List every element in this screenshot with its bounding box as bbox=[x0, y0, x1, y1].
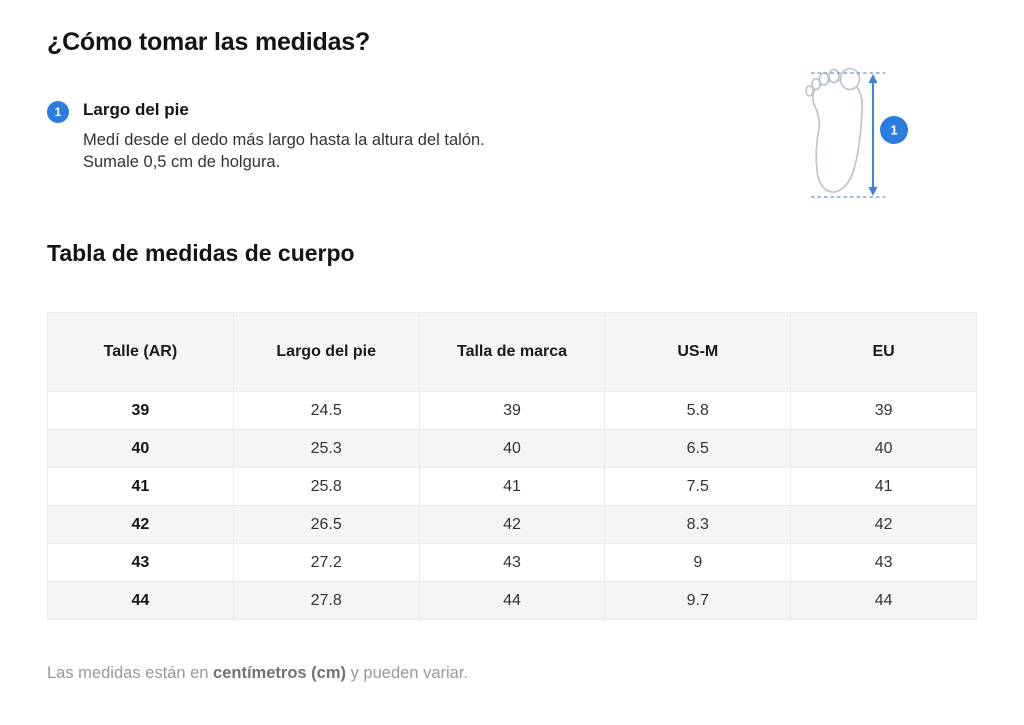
table-cell: 44 bbox=[418, 581, 606, 620]
table-cell: 42 bbox=[47, 505, 234, 544]
foot-outline bbox=[805, 67, 863, 193]
table-cell: 39 bbox=[418, 391, 606, 430]
table-row: 42 26.5 42 8.3 42 bbox=[47, 505, 977, 544]
table-cell: 40 bbox=[790, 429, 977, 468]
section-title: Tabla de medidas de cuerpo bbox=[47, 240, 355, 266]
page-title: ¿Cómo tomar las medidas? bbox=[47, 28, 371, 56]
diagram-badge-number: 1 bbox=[890, 123, 897, 138]
measure-guide-dashes bbox=[811, 72, 885, 198]
table-cell: 42 bbox=[790, 505, 977, 544]
table-cell: 27.2 bbox=[232, 543, 420, 582]
size-table-body: 39 24.5 39 5.8 39 40 25.3 40 6.5 40 41 2… bbox=[47, 391, 977, 620]
column-header-talla-de-marca: Talla de marca bbox=[418, 312, 606, 392]
table-cell: 5.8 bbox=[604, 391, 792, 430]
table-row: 40 25.3 40 6.5 40 bbox=[47, 429, 977, 468]
table-row: 41 25.8 41 7.5 41 bbox=[47, 467, 977, 506]
footnote-unit: centímetros (cm) bbox=[213, 664, 346, 682]
table-cell: 41 bbox=[418, 467, 606, 506]
step-1-badge: 1 bbox=[47, 101, 69, 123]
table-cell: 40 bbox=[47, 429, 234, 468]
table-cell: 39 bbox=[790, 391, 977, 430]
diagram-step-1-badge: 1 bbox=[880, 116, 908, 144]
table-row: 39 24.5 39 5.8 39 bbox=[47, 391, 977, 430]
table-cell: 43 bbox=[418, 543, 606, 582]
size-table-header: Talle (AR) Largo del pie Talla de marca … bbox=[47, 312, 977, 392]
instruction-foot-length: 1 Largo del pie Medí desde el dedo más l… bbox=[47, 100, 977, 173]
table-cell: 40 bbox=[418, 429, 606, 468]
table-cell: 27.8 bbox=[232, 581, 420, 620]
column-header-us-m: US-M bbox=[604, 312, 792, 392]
footnote: Las medidas están en centímetros (cm) y … bbox=[47, 664, 977, 683]
table-row: 43 27.2 43 9 43 bbox=[47, 543, 977, 582]
table-cell: 26.5 bbox=[232, 505, 420, 544]
table-cell: 25.3 bbox=[232, 429, 420, 468]
foot-measure-icon: 1 bbox=[805, 67, 908, 198]
table-cell: 44 bbox=[790, 581, 977, 620]
measure-arrow bbox=[868, 74, 878, 196]
footnote-prefix: Las medidas están en bbox=[47, 664, 209, 682]
column-header-largo-del-pie: Largo del pie bbox=[232, 312, 420, 392]
size-table: Talle (AR) Largo del pie Talla de marca … bbox=[47, 312, 977, 620]
instruction-description: Medí desde el dedo más largo hasta la al… bbox=[83, 131, 485, 171]
column-header-talle-ar: Talle (AR) bbox=[47, 312, 234, 392]
instruction-text: Largo del pie Medí desde el dedo más lar… bbox=[83, 100, 503, 173]
table-cell: 41 bbox=[790, 467, 977, 506]
table-cell: 9.7 bbox=[604, 581, 792, 620]
table-cell: 43 bbox=[47, 543, 234, 582]
column-header-eu: EU bbox=[790, 312, 977, 392]
table-cell: 39 bbox=[47, 391, 234, 430]
table-cell: 7.5 bbox=[604, 467, 792, 506]
header-row: Talle (AR) Largo del pie Talla de marca … bbox=[47, 312, 977, 392]
footnote-suffix: y pueden variar. bbox=[350, 664, 469, 682]
table-cell: 8.3 bbox=[604, 505, 792, 544]
instruction-title: Largo del pie bbox=[83, 100, 189, 119]
table-cell: 6.5 bbox=[604, 429, 792, 468]
table-cell: 43 bbox=[790, 543, 977, 582]
table-row: 44 27.8 44 9.7 44 bbox=[47, 581, 977, 620]
table-cell: 42 bbox=[418, 505, 606, 544]
table-cell: 25.8 bbox=[232, 467, 420, 506]
table-cell: 24.5 bbox=[232, 391, 420, 430]
table-cell: 44 bbox=[47, 581, 234, 620]
table-cell: 9 bbox=[604, 543, 792, 582]
table-cell: 41 bbox=[47, 467, 234, 506]
